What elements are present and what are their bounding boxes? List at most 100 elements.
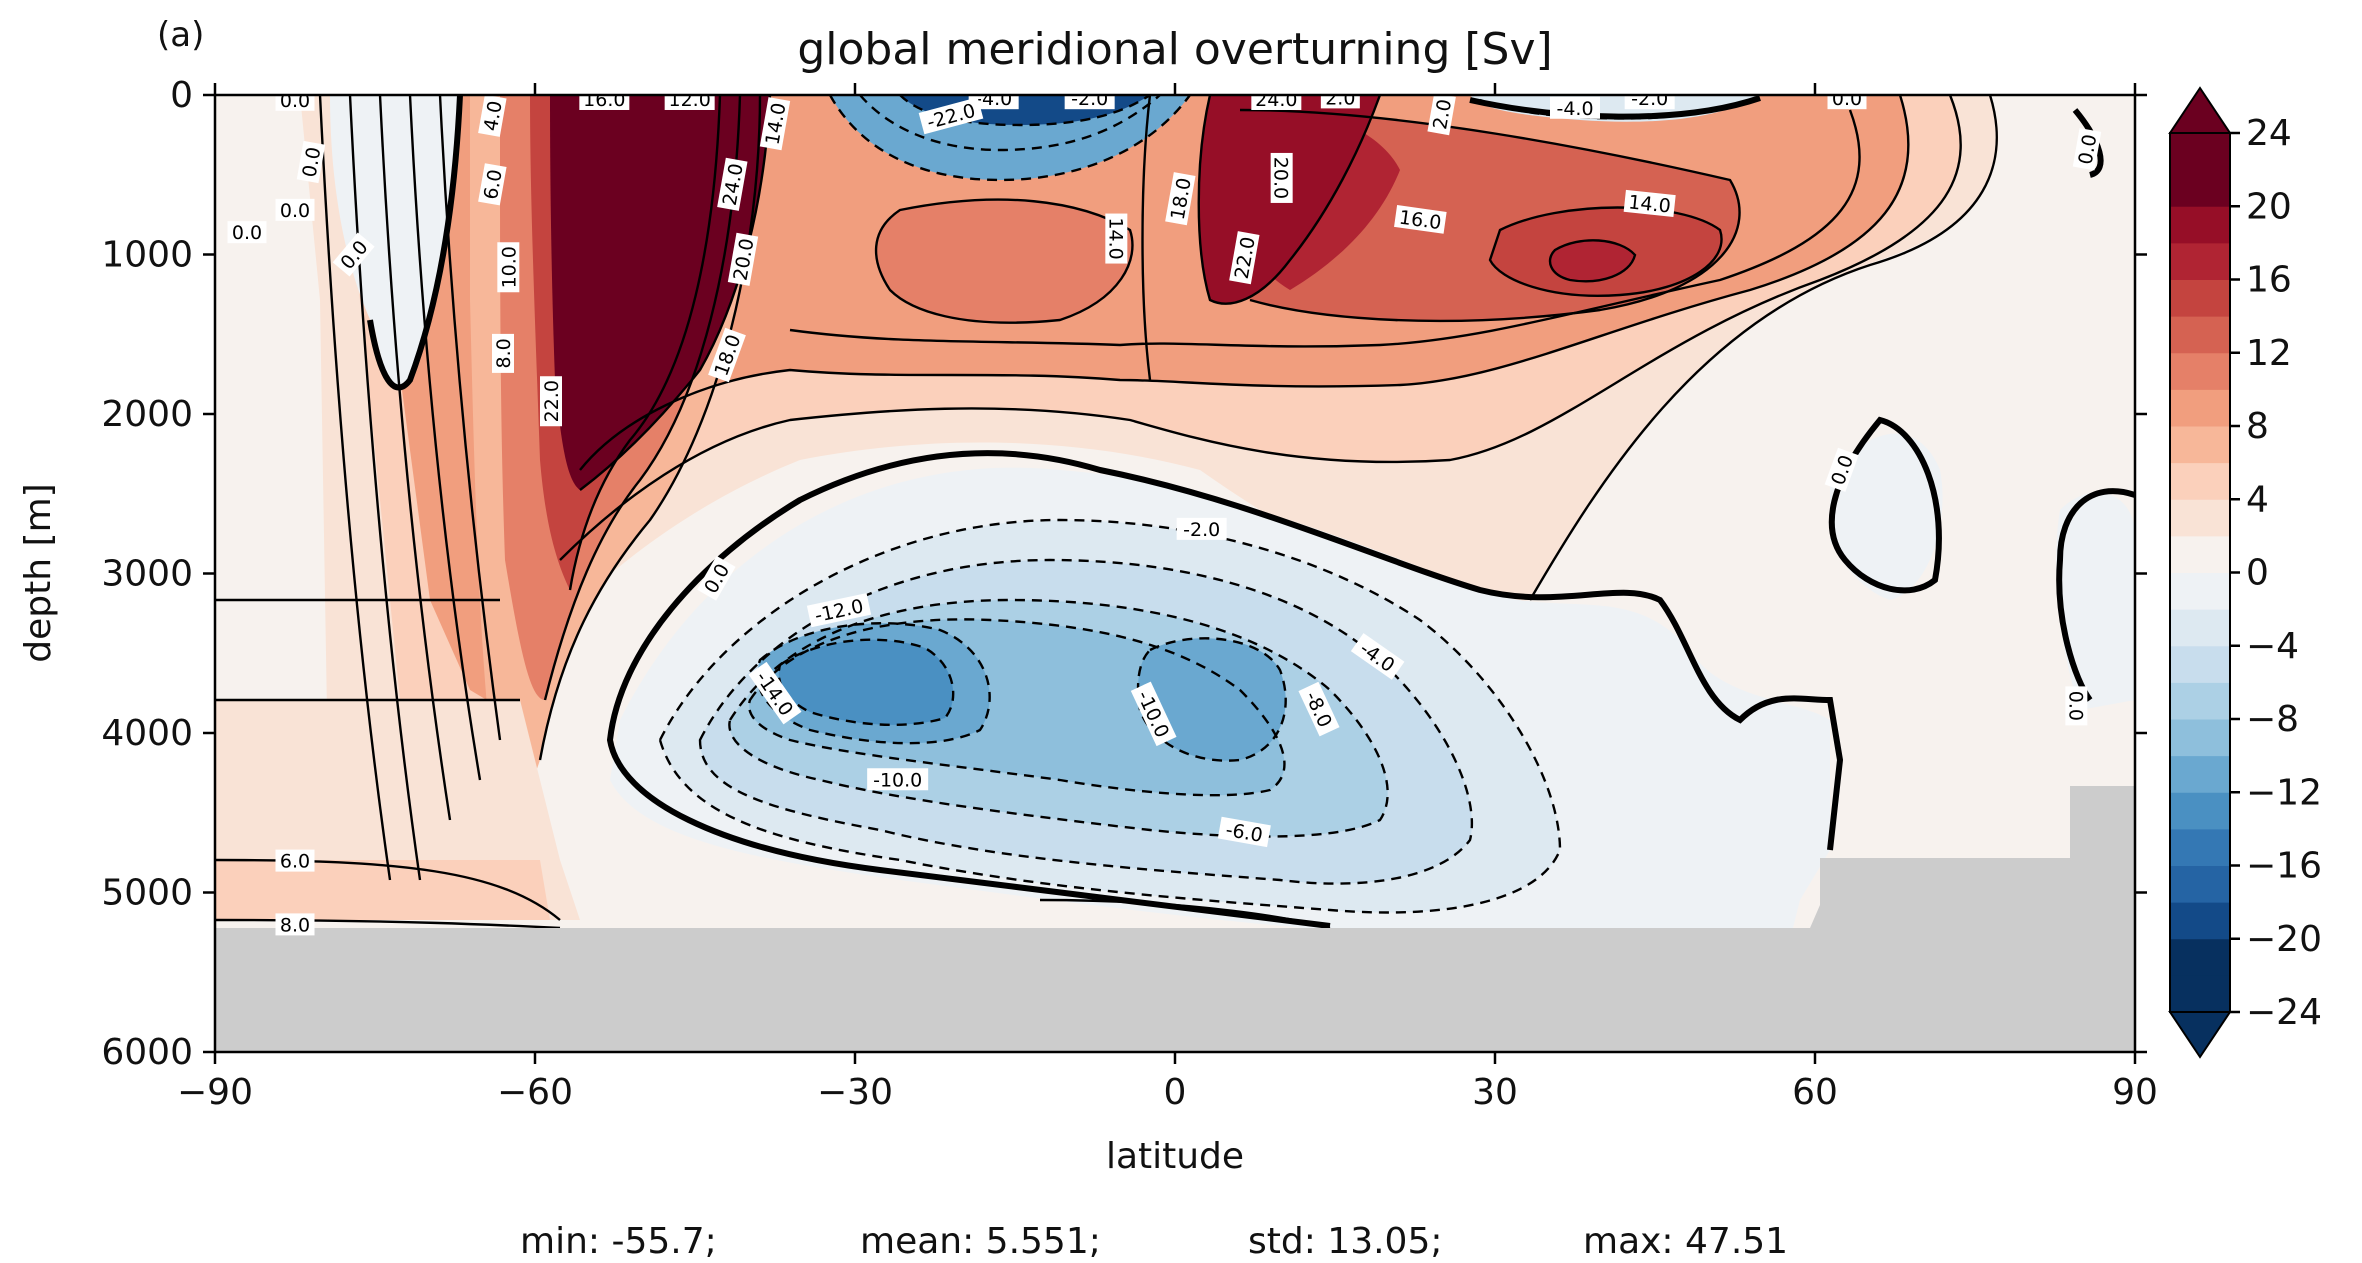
stat-mean: mean: 5.551; <box>860 1221 1101 1262</box>
colorbar-tick-label: −24 <box>2246 992 2322 1033</box>
contour-label-bg <box>664 95 715 110</box>
contour-label: 20.0 <box>727 232 758 286</box>
contour-label: -4.0 <box>968 88 1019 110</box>
colorbar-segment <box>2170 535 2230 573</box>
x-tick-label: 90 <box>2112 1072 2158 1113</box>
contour-label-bg <box>759 97 791 151</box>
x-axis: −90 −60 −30 0 30 60 90 <box>177 83 2158 1113</box>
contour-line <box>579 95 772 491</box>
contour-line <box>1197 95 1382 305</box>
contour-label-bg <box>332 232 375 277</box>
colorbar-tick-label: 0 <box>2246 553 2269 594</box>
contour-label-text: 16.0 <box>583 89 625 111</box>
contour-label-bg <box>867 768 929 791</box>
colorbar-tick-label: 24 <box>2246 113 2292 154</box>
contour-label: 4.0 <box>478 95 507 137</box>
contour-label-bg <box>1350 633 1405 680</box>
contour-label: 6.0 <box>275 849 315 873</box>
contour-label-bg <box>1251 95 1302 110</box>
contour-label-bg <box>918 97 984 135</box>
colorbar-segment <box>2170 133 2230 171</box>
contour-label-bg <box>1229 231 1260 285</box>
contour-label-bg <box>1827 95 1867 110</box>
stat-min: min: -55.7; <box>520 1221 717 1262</box>
colorbar-segment <box>2170 316 2230 354</box>
contour-label: 8.0 <box>275 913 315 936</box>
southern-cell-core <box>550 95 770 490</box>
contour-line <box>874 198 1134 324</box>
contour-label-bg <box>1623 189 1676 218</box>
contour-line <box>1488 206 1723 297</box>
colorbar-segment <box>2170 645 2230 683</box>
contour-label: 0.0 <box>2072 128 2101 171</box>
contour-label: 0.0 <box>296 140 325 184</box>
x-tick-label: −90 <box>177 1072 253 1113</box>
y-tick-label: 5000 <box>101 873 193 914</box>
colorbar-segment <box>2170 975 2230 1013</box>
contour-label: 2.0 <box>1427 95 1456 136</box>
contour-label: -2.0 <box>1064 88 1115 110</box>
contour-label-text: 14.0 <box>1627 191 1671 217</box>
colorbar-tick-label: −12 <box>2246 772 2322 813</box>
contour-label: 6.0 <box>478 163 507 206</box>
north-atlantic-negative-patch <box>1830 433 1943 600</box>
contour-line <box>747 618 1286 797</box>
contour-label: -2.0 <box>1624 88 1675 110</box>
contour-line <box>318 95 392 881</box>
contour-label: 12.0 <box>664 95 715 111</box>
contour-label: 0.0 <box>2064 686 2088 726</box>
colorbar-tick-label: −16 <box>2246 846 2322 887</box>
colorbar-segment <box>2170 792 2230 830</box>
contour-label-bg <box>497 242 520 293</box>
contour-label-bg <box>1298 681 1340 737</box>
contour-line <box>438 95 502 741</box>
upper-cell-east-max <box>1550 240 1635 282</box>
contour-line <box>579 95 1910 471</box>
x-axis-label: latitude <box>1106 1136 1244 1177</box>
contour-label-bg <box>275 95 315 111</box>
x-tick-label: −30 <box>817 1072 893 1113</box>
y-tick-label: 0 <box>170 75 193 116</box>
stat-std: std: 13.05; <box>1248 1221 1442 1262</box>
contour-label-bg <box>275 849 315 872</box>
contour-label-bg <box>540 376 562 427</box>
contour-label-bg <box>748 661 802 725</box>
contour-line <box>828 95 1191 182</box>
colorbar-tick-label: 4 <box>2246 479 2269 520</box>
contour-label: 14.0 <box>1104 213 1128 264</box>
contour-label: 2.0 <box>1320 95 1360 109</box>
contour-label-bg <box>1165 172 1196 226</box>
y-axis: 0 1000 2000 3000 4000 5000 6000 <box>101 75 2147 1073</box>
colorbar-tick-label: 16 <box>2246 260 2292 301</box>
contour-label: 0.0 <box>275 95 315 112</box>
colorbar-extend-max <box>2168 86 2232 134</box>
abyssal-east-core <box>1138 638 1286 761</box>
contour-line <box>658 518 1562 914</box>
colorbar-segment <box>2170 499 2230 537</box>
stats-line: min: -55.7; mean: 5.551; std: 13.05; max… <box>520 1221 1788 1262</box>
colorbar-tick-label: −20 <box>2246 919 2322 960</box>
contour-label-text: 2.0 <box>1429 98 1456 132</box>
contour-label-bg <box>717 157 748 211</box>
contour-label-bg <box>697 555 736 601</box>
contour-label-text: 0.0 <box>280 200 310 222</box>
contour-label: -6.0 <box>1217 816 1271 848</box>
contour-label-bg <box>478 163 507 206</box>
contour-label-bg <box>806 593 872 628</box>
contour-line <box>543 95 742 701</box>
contour-label-text: -2.0 <box>1071 88 1108 110</box>
colorbar-segment <box>2170 572 2230 610</box>
colorbar-segment <box>2170 352 2230 390</box>
contour-line <box>899 95 1151 127</box>
contour-label-text: 0.0 <box>1832 88 1862 110</box>
contour-label: 16.0 <box>1394 205 1447 234</box>
colorbar-tick-label: 12 <box>2246 333 2292 374</box>
contour-label-text: -4.0 <box>975 88 1012 110</box>
upper-cell-layer-16 <box>876 199 1133 323</box>
contour-label-bg <box>1270 152 1293 203</box>
contour-label-bg <box>478 95 507 137</box>
contour-label-text: -2.0 <box>1631 88 1668 110</box>
colorbar-segment <box>2170 938 2230 976</box>
x-tick-label: −60 <box>497 1072 573 1113</box>
